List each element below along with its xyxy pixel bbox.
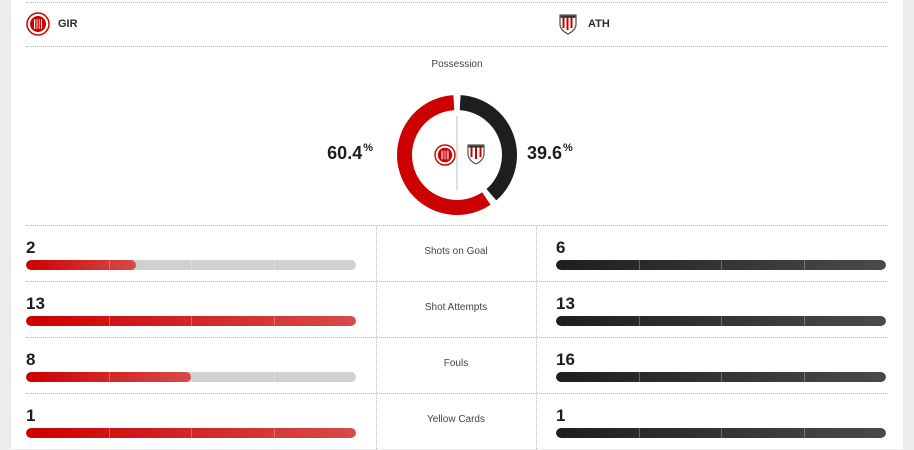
away-stat-bar: [556, 260, 886, 270]
bar-segment-tick: [638, 428, 640, 438]
home-stat-bar: [26, 316, 356, 326]
bar-segment-tick: [108, 372, 110, 382]
home-stat-value: 8: [26, 350, 36, 369]
divider: [26, 2, 888, 3]
bar-segment-tick: [638, 260, 640, 270]
possession-donut: [397, 95, 517, 215]
bar-segment-tick: [721, 316, 722, 326]
bar-segment-tick: [108, 260, 110, 270]
away-stat-value: 13: [556, 294, 575, 313]
home-team-abbr: GIR: [58, 18, 78, 30]
divider: [26, 225, 888, 226]
home-stat-bar: [26, 260, 356, 270]
stat-row: 13 Shot Attempts 13: [11, 282, 903, 338]
match-stats-panel: GIR ATH Possession 60.4%: [11, 0, 903, 449]
away-stat-bar-fill: [556, 260, 886, 270]
bar-segment-tick: [803, 372, 805, 382]
away-stat-bar: [556, 372, 886, 382]
away-possession-arc: [459, 95, 517, 201]
divider: [26, 393, 888, 394]
away-stat-value: 1: [556, 406, 566, 425]
athletic-crest-icon: [467, 144, 485, 165]
bar-segment-tick: [721, 428, 722, 438]
home-stat-bar: [26, 428, 356, 438]
bar-segment-tick: [273, 372, 275, 382]
away-stat-bar-fill: [556, 372, 886, 382]
home-stat-bar: [26, 372, 356, 382]
bar-segment-tick: [803, 260, 805, 270]
away-stat-value: 6: [556, 238, 566, 257]
home-possession-arc: [397, 95, 491, 215]
home-possession-value: 60.4: [327, 143, 363, 163]
divider: [26, 337, 888, 338]
stat-label: Shots on Goal: [424, 246, 488, 257]
away-team[interactable]: ATH: [556, 12, 610, 36]
away-possession: 39.6%: [527, 142, 573, 164]
bar-segment-tick: [638, 372, 640, 382]
away-stat-bar: [556, 316, 886, 326]
bar-segment-tick: [191, 428, 192, 438]
divider: [26, 46, 888, 47]
away-stat-bar-fill: [556, 428, 886, 438]
divider: [26, 281, 888, 282]
bar-segment-tick: [638, 316, 640, 326]
bar-segment-tick: [803, 428, 805, 438]
away-stat-value: 16: [556, 350, 575, 369]
possession-title: Possession: [431, 59, 483, 70]
home-stat-bar-fill: [26, 428, 356, 438]
home-stat-value: 13: [26, 294, 45, 313]
stat-label: Yellow Cards: [427, 414, 485, 425]
bar-segment-tick: [191, 260, 192, 270]
home-team[interactable]: GIR: [26, 12, 78, 36]
bar-segment-tick: [273, 316, 275, 326]
stat-row: 2 Shots on Goal 6: [11, 226, 903, 282]
home-stat-value: 2: [26, 238, 36, 257]
bar-segment-tick: [108, 428, 110, 438]
girona-crest-icon: [26, 12, 50, 36]
away-possession-value: 39.6: [527, 143, 563, 163]
bar-segment-tick: [191, 316, 192, 326]
percent-unit: %: [363, 142, 373, 154]
stat-row: 1 Yellow Cards 1: [11, 394, 903, 450]
percent-unit: %: [563, 142, 573, 154]
away-stat-bar: [556, 428, 886, 438]
girona-crest-icon: [434, 144, 456, 166]
away-stat-bar-fill: [556, 316, 886, 326]
bar-segment-tick: [273, 428, 275, 438]
bar-segment-tick: [273, 260, 275, 270]
bar-segment-tick: [721, 260, 722, 270]
away-team-abbr: ATH: [588, 18, 610, 30]
stat-row: 8 Fouls 16: [11, 338, 903, 394]
home-possession: 60.4%: [327, 142, 373, 164]
bar-segment-tick: [803, 316, 805, 326]
bar-segment-tick: [721, 372, 722, 382]
athletic-crest-icon: [559, 14, 577, 35]
bar-segment-tick: [191, 372, 192, 382]
home-stat-bar-fill: [26, 260, 136, 270]
home-stat-bar-fill: [26, 316, 356, 326]
stat-label: Shot Attempts: [424, 302, 488, 313]
home-stat-bar-fill: [26, 372, 191, 382]
bar-segment-tick: [108, 316, 110, 326]
home-stat-value: 1: [26, 406, 36, 425]
stat-label: Fouls: [443, 358, 469, 369]
